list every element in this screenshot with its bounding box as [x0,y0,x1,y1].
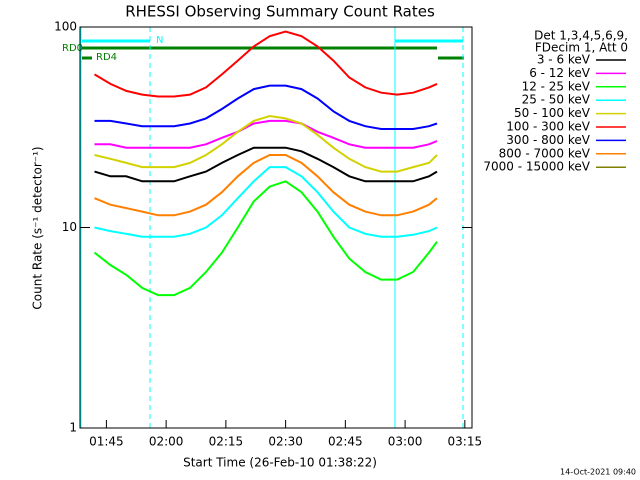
series-line [94,146,438,183]
x-tick-label: 02:00 [149,435,184,449]
series-line [93,30,438,98]
x-tick-label: 02:30 [268,435,303,449]
legend-label: 12 - 25 keV [522,79,591,93]
series-line [94,166,438,238]
legend-label: 300 - 800 keV [506,133,590,147]
legend-label: 3 - 6 keV [537,53,591,67]
x-tick-label: 03:15 [448,435,483,449]
y-tick-label: 1 [69,421,77,435]
legend-label: 100 - 300 keV [506,120,590,134]
x-tick-label: 03:00 [388,435,423,449]
y-tick-label: 100 [54,20,77,34]
x-axis-label: Start Time (26-Feb-10 01:38:22) [183,456,377,470]
x-tick-label: 01:45 [89,435,124,449]
annotation: N [156,35,163,46]
annotation: RD4 [96,52,117,63]
legend-header: FDecim 1, Att 0 [535,41,628,55]
legend-label: 25 - 50 keV [522,93,591,107]
legend-header: Det 1,3,4,5,6,9, [534,29,628,43]
y-tick-label: 10 [62,220,77,234]
series-line [94,154,438,217]
series-line [94,84,438,130]
legend-label: 50 - 100 keV [514,106,591,120]
series-line [93,180,438,297]
series-line [94,119,438,149]
x-tick-label: 02:45 [328,435,363,449]
legend-label: 7000 - 15000 keV [483,160,590,174]
legend-label: 6 - 12 keV [529,66,591,80]
timestamp: 14-Oct-2021 09:40 [560,468,636,477]
x-tick-label: 02:15 [209,435,244,449]
y-axis-label: Count Rate (s⁻¹ detector⁻¹) [31,146,45,309]
plot-frame [79,26,473,429]
legend-label: 800 - 7000 keV [499,146,591,160]
series-line [94,114,438,173]
annotation: RD0 [62,43,83,54]
chart-title: RHESSI Observing Summary Count Rates [125,3,435,21]
